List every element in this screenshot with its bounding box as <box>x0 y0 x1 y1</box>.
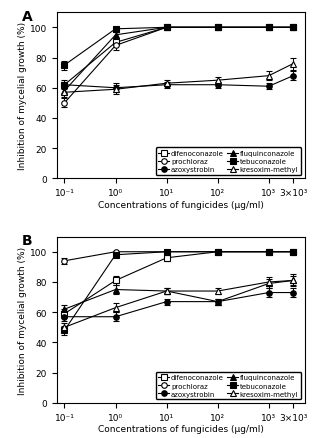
Y-axis label: Inhibition of mycelial growth (%): Inhibition of mycelial growth (%) <box>18 246 27 394</box>
X-axis label: Concentrations of fungicides (μg/ml): Concentrations of fungicides (μg/ml) <box>98 201 263 209</box>
Y-axis label: Inhibition of mycelial growth (%): Inhibition of mycelial growth (%) <box>18 22 27 170</box>
X-axis label: Concentrations of fungicides (μg/ml): Concentrations of fungicides (μg/ml) <box>98 424 263 433</box>
Text: A: A <box>22 10 33 24</box>
Legend: difenoconazole, prochloraz, azoxystrobin, fluquinconazole, tebuconazole, kresoxi: difenoconazole, prochloraz, azoxystrobin… <box>156 148 301 176</box>
Text: B: B <box>22 234 32 248</box>
Legend: difenoconazole, prochloraz, azoxystrobin, fluquinconazole, tebuconazole, kresoxi: difenoconazole, prochloraz, azoxystrobin… <box>156 372 301 399</box>
